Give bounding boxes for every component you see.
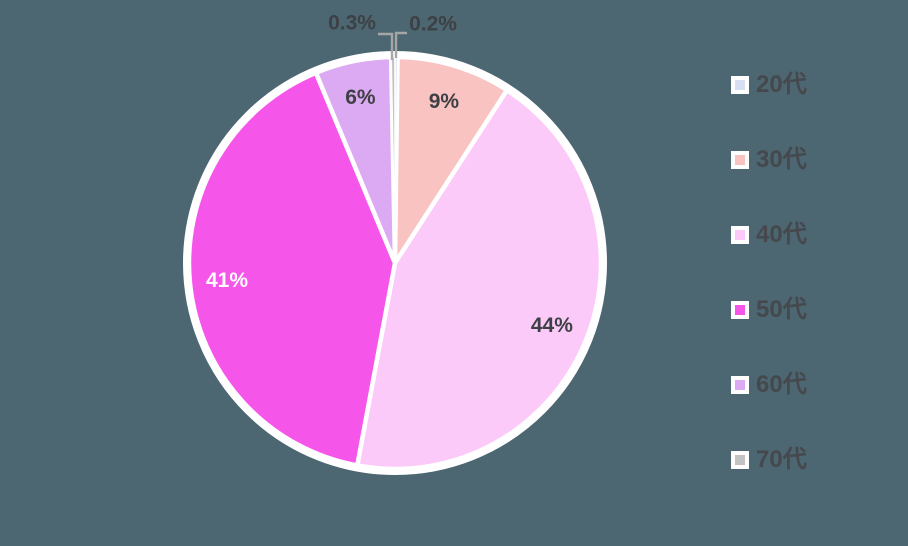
slice-label-60代: 6% [345, 86, 376, 109]
slice-label-70代: 0.3% [328, 12, 376, 35]
legend-label-50s: 50代 [756, 296, 807, 323]
legend-swatch-70s [731, 451, 749, 469]
legend-label-40s: 40代 [756, 221, 807, 248]
legend-swatch-60s [731, 376, 749, 394]
pie-slice-50代[interactable] [186, 70, 398, 468]
legend-swatch-20s [731, 76, 749, 94]
legend-item-50s[interactable]: 50代 [731, 298, 807, 322]
slice-label-30代: 9% [429, 90, 460, 113]
legend-item-20s[interactable]: 20代 [731, 73, 807, 97]
legend-label-30s: 30代 [756, 146, 807, 173]
legend-item-40s[interactable]: 40代 [731, 223, 807, 247]
legend: 20代 30代 40代 50代 60代 70代 [731, 73, 807, 472]
legend-swatch-40s [731, 226, 749, 244]
legend-item-70s[interactable]: 70代 [731, 448, 807, 472]
slice-label-40代: 44% [531, 314, 573, 337]
legend-label-60s: 60代 [756, 371, 807, 398]
legend-swatch-50s [731, 301, 749, 319]
pie-slice-30代[interactable] [392, 54, 510, 266]
legend-item-60s[interactable]: 60代 [731, 373, 807, 397]
legend-label-70s: 70代 [756, 446, 807, 473]
slice-label-50代: 41% [206, 269, 248, 292]
legend-swatch-30s [731, 151, 749, 169]
legend-label-20s: 20代 [756, 71, 807, 98]
slice-label-20代: 0.2% [409, 13, 457, 36]
legend-item-30s[interactable]: 30代 [731, 148, 807, 172]
leader-line-20代 [394, 31, 407, 58]
leader-line-70代 [378, 32, 394, 60]
